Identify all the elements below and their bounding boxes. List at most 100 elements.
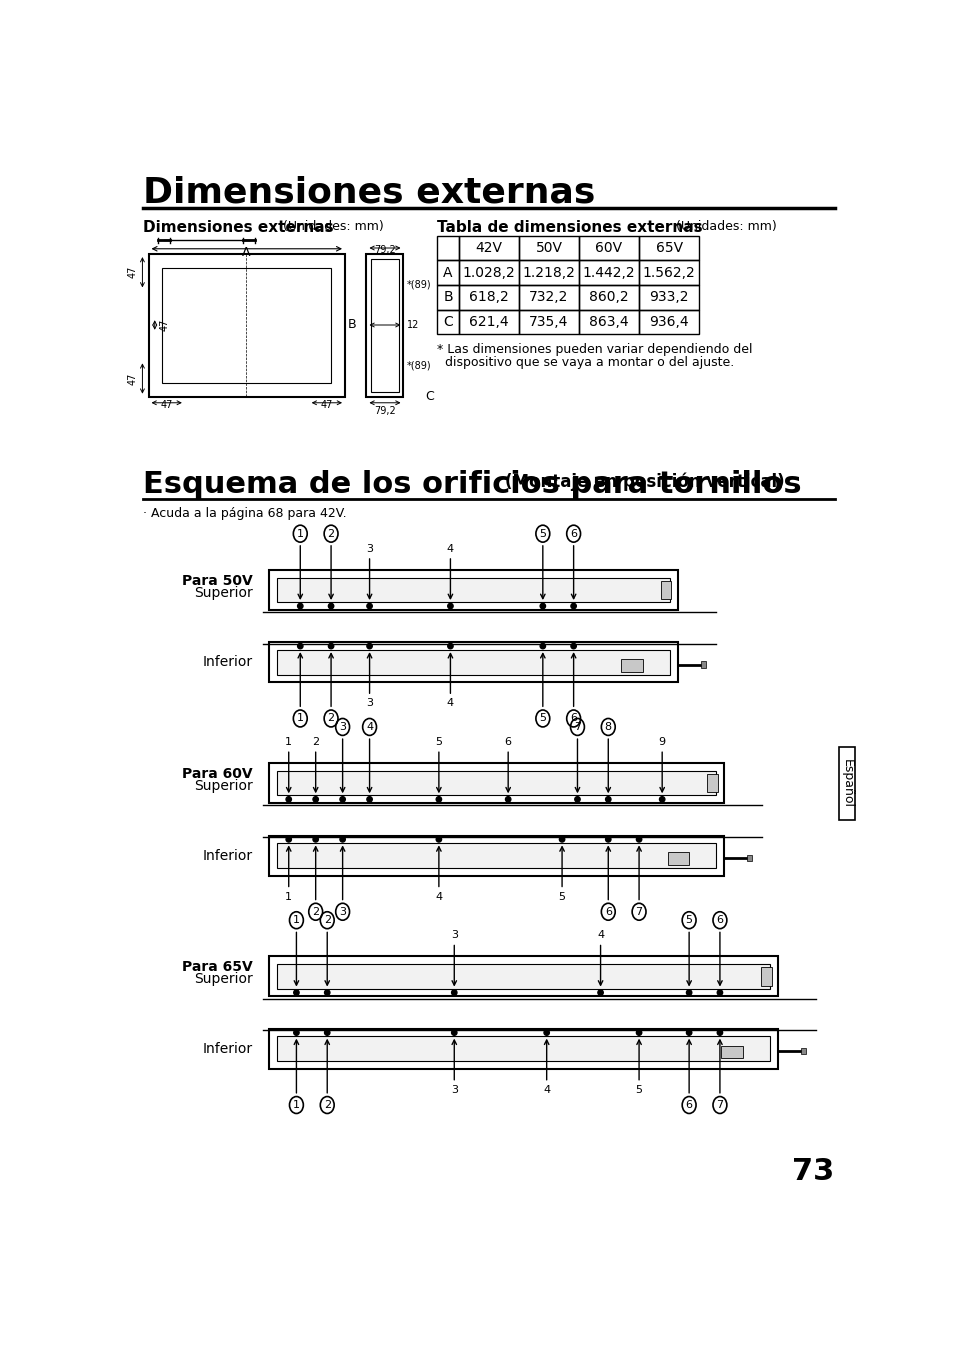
Text: (Unidades: mm): (Unidades: mm) [676, 220, 776, 233]
Circle shape [436, 837, 441, 842]
Text: 79,2: 79,2 [374, 406, 395, 415]
Bar [277, 1037, 769, 1061]
Circle shape [505, 797, 511, 802]
Bar [458, 236, 518, 260]
Circle shape [367, 797, 372, 802]
Text: Superior: Superior [193, 586, 253, 600]
Circle shape [328, 604, 334, 609]
Circle shape [339, 837, 345, 842]
Text: 2: 2 [323, 915, 331, 925]
Bar [578, 236, 639, 260]
Bar [269, 763, 723, 803]
Text: 1: 1 [285, 737, 292, 747]
Text: 735,4: 735,4 [529, 315, 568, 329]
Circle shape [636, 837, 641, 842]
Circle shape [328, 643, 334, 648]
Text: 79,2: 79,2 [374, 245, 395, 255]
Text: 5: 5 [685, 915, 692, 925]
Bar [277, 844, 716, 868]
Text: 5: 5 [635, 1085, 642, 1095]
Circle shape [286, 837, 291, 842]
Text: Dimensiones externas: Dimensiones externas [143, 175, 595, 210]
Circle shape [598, 989, 602, 995]
Text: Español: Español [840, 759, 853, 807]
Circle shape [367, 604, 372, 609]
FancyBboxPatch shape [746, 855, 752, 861]
Bar [720, 1046, 742, 1058]
Circle shape [297, 643, 303, 648]
Text: · Acuda a la página 68 para 42V.: · Acuda a la página 68 para 42V. [143, 507, 347, 520]
Text: B: B [443, 290, 453, 305]
Circle shape [324, 989, 330, 995]
Circle shape [570, 643, 576, 648]
Text: 4: 4 [597, 930, 603, 941]
Circle shape [659, 797, 664, 802]
Circle shape [605, 797, 610, 802]
Bar [277, 964, 769, 988]
Text: 7: 7 [574, 723, 580, 732]
Circle shape [447, 604, 453, 609]
Circle shape [313, 797, 318, 802]
Text: 4: 4 [446, 543, 454, 554]
Circle shape [297, 604, 303, 609]
Text: 6: 6 [570, 713, 577, 724]
Circle shape [558, 837, 564, 842]
Text: 2: 2 [312, 737, 319, 747]
Bar [269, 956, 777, 996]
Bar [436, 284, 458, 310]
Bar [518, 236, 578, 260]
Bar [518, 310, 578, 334]
Text: Inferior: Inferior [202, 655, 253, 669]
Circle shape [294, 1030, 299, 1035]
Text: 7: 7 [635, 907, 642, 917]
Text: Para 65V: Para 65V [182, 960, 253, 975]
Text: (Unidades: mm): (Unidades: mm) [283, 220, 384, 233]
Text: 1: 1 [293, 1100, 299, 1109]
Text: Superior: Superior [193, 779, 253, 793]
Circle shape [570, 604, 576, 609]
Text: A: A [443, 266, 453, 279]
Text: A: A [242, 247, 251, 259]
Bar [518, 260, 578, 284]
Bar [706, 774, 717, 793]
Text: 4: 4 [542, 1085, 550, 1095]
Text: C: C [425, 391, 434, 403]
Bar [162, 268, 331, 383]
Text: 47: 47 [128, 266, 137, 278]
Text: Esquema de los orificios para tornillos: Esquema de los orificios para tornillos [143, 469, 801, 499]
Text: dispositivo que se vaya a montar o del ajuste.: dispositivo que se vaya a montar o del a… [436, 356, 734, 369]
Text: 863,4: 863,4 [589, 315, 628, 329]
Text: 6: 6 [504, 737, 511, 747]
Text: 1: 1 [296, 713, 303, 724]
Bar [458, 284, 518, 310]
Text: 4: 4 [366, 723, 373, 732]
Circle shape [539, 643, 545, 648]
Bar [578, 260, 639, 284]
Text: 2: 2 [312, 907, 319, 917]
Text: 6: 6 [604, 907, 611, 917]
Bar [277, 650, 669, 674]
Text: 1.442,2: 1.442,2 [582, 266, 635, 279]
Text: 1: 1 [296, 528, 303, 539]
Circle shape [367, 643, 372, 648]
Text: 3: 3 [338, 723, 346, 732]
Circle shape [294, 989, 299, 995]
Text: 47: 47 [128, 372, 137, 386]
FancyBboxPatch shape [700, 662, 705, 667]
Bar [620, 659, 642, 671]
Circle shape [451, 989, 456, 995]
Bar [269, 642, 677, 682]
Text: 42V: 42V [475, 241, 502, 255]
Text: 860,2: 860,2 [589, 290, 628, 305]
Bar [458, 260, 518, 284]
Bar [436, 236, 458, 260]
Text: (Montaje en posición vertical): (Montaje en posición vertical) [504, 472, 784, 491]
Bar [578, 310, 639, 334]
Text: C: C [443, 315, 453, 329]
Text: 9: 9 [658, 737, 665, 747]
Circle shape [436, 797, 441, 802]
Bar [639, 310, 699, 334]
Text: 12: 12 [406, 319, 418, 330]
Text: 618,2: 618,2 [469, 290, 508, 305]
Text: 60V: 60V [595, 241, 622, 255]
